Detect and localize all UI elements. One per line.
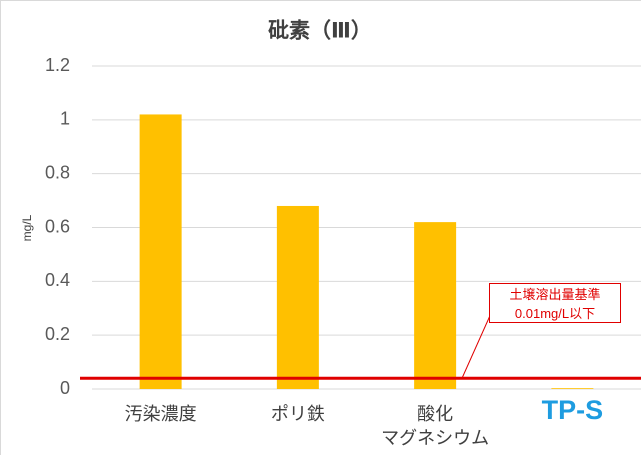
y-tick-label: 0.8 xyxy=(45,162,70,182)
y-axis-label: mg/L xyxy=(20,214,34,241)
y-tick-label: 0.4 xyxy=(45,270,70,290)
bar xyxy=(276,205,319,389)
x-tick-label: ポリ鉄 xyxy=(270,404,325,424)
y-tick-label: 1.2 xyxy=(45,55,70,75)
bar xyxy=(414,222,457,389)
x-tick-label: TP-S xyxy=(541,395,604,425)
y-tick-label: 0 xyxy=(60,378,70,398)
bar xyxy=(139,114,182,389)
y-tick-label: 1 xyxy=(60,109,70,129)
y-tick-label: 0.6 xyxy=(45,216,70,236)
x-tick-label: 酸化 マグネシウム xyxy=(381,404,490,448)
reference-annotation: 土壌溶出量基準 0.01mg/L以下 xyxy=(489,283,621,323)
bar xyxy=(551,388,594,389)
chart-title: 砒素（Ⅲ） xyxy=(268,19,372,43)
x-tick-label: 汚染濃度 xyxy=(124,404,197,424)
y-tick-label: 0.2 xyxy=(45,324,70,344)
